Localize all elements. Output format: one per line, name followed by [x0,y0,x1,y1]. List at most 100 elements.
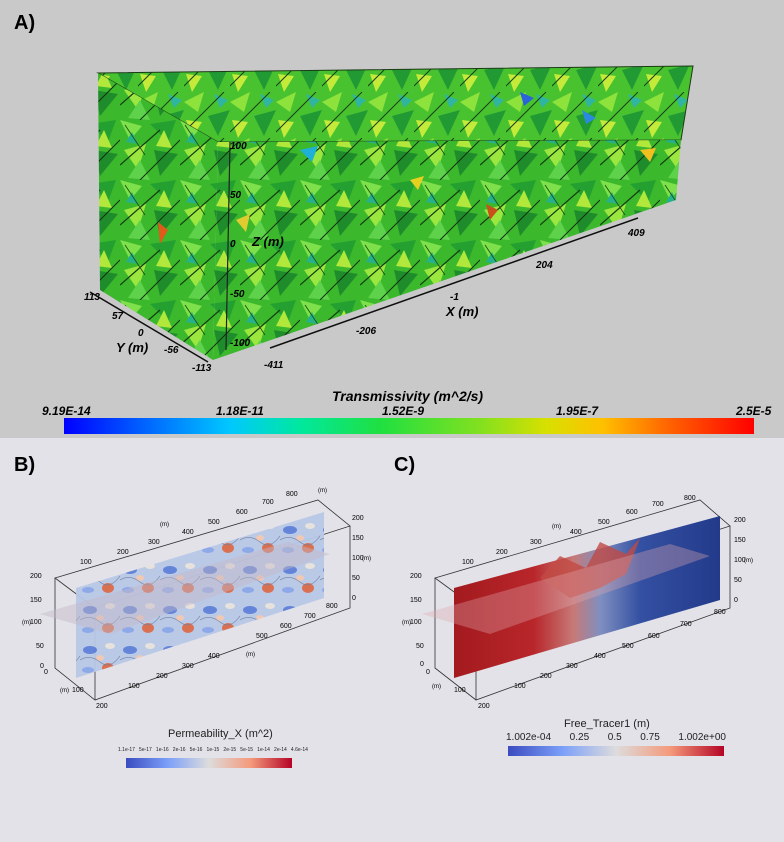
b-axis-unit: (m) [362,556,371,562]
c-right-tick: 200 [734,517,746,524]
b-axis-unit: (m) [60,688,69,694]
c-bottom-tick: 800 [714,609,726,616]
b-colorbar-tick: 1.1e-17 [118,747,135,753]
b-depth-tick: 200 [96,703,108,710]
z-tick: 100 [230,141,247,152]
x-tick: 409 [627,228,645,239]
b-bottom-tick: 700 [304,613,316,620]
b-depth-tick: 0 [44,669,48,676]
x-tick: -411 [264,360,284,371]
c-axis-unit: (m) [402,620,411,626]
c-bottom-tick: 600 [648,633,660,640]
b-left-tick: 150 [30,597,42,604]
b-bottom-tick: 300 [182,663,194,670]
b-right-tick: 200 [352,515,364,522]
b-top-tick: 400 [182,529,194,536]
panel-a-label: A) [14,12,36,34]
b-colorbar-ticks: 1.1e-17 5e-17 1e-16 2e-16 5e-16 1e-15 2e… [118,747,308,755]
b-colorbar-tick: 5e-16 [189,747,203,753]
b-colorbar-title: Permeability_X (m^2) [168,728,273,740]
b-bottom-tick: 200 [156,673,168,680]
b-left-tick: 100 [30,619,42,626]
z-axis-line [225,141,231,351]
c-top-tick: 200 [496,549,508,556]
colorbar-tick: 9.19E-14 [42,404,91,418]
transmissivity-colorbar [64,418,754,434]
c-depth-tick: 0 [426,669,430,676]
b-colorbar-tick: 5e-15 [240,747,254,753]
z-tick: 50 [230,190,242,201]
c-bottom-tick: 100 [514,683,526,690]
b-bottom-tick: 800 [326,603,338,610]
fracture-network-3d-view: 100 50 0 -50 -100 Z (m) -411 -206 -1 204… [84,65,694,374]
c-left-tick: 100 [410,619,422,626]
b-right-tick: 0 [352,595,356,602]
c-axis-unit: (m) [552,524,561,530]
colorbar-title: Transmissivity (m^2/s) [332,388,484,404]
b-bottom-tick: 500 [256,633,268,640]
panel-a: A) [0,0,784,438]
c-top-tick: 700 [652,501,664,508]
b-left-tick: 0 [40,663,44,670]
c-top-tick: 400 [570,529,582,536]
tracer-slice-horizontal [422,544,710,634]
fracture-highlight [236,214,250,232]
colorbar-tick: 2.5E-5 [736,404,772,418]
c-depth-tick: 200 [478,703,490,710]
b-axis-unit: (m) [318,488,327,494]
box-left-face [98,73,218,360]
b-colorbar-tick: 2e-15 [223,747,237,753]
b-colorbar-tick: 5e-17 [139,747,152,753]
b-right-tick: 50 [352,575,360,582]
x-axis-line [269,217,639,349]
z-tick: -100 [230,338,250,349]
y-axis-label: Y (m) [116,340,148,355]
b-top-tick: 500 [208,519,220,526]
b-top-tick: 700 [262,499,274,506]
b-colorbar-tick: 2e-16 [172,747,186,753]
fracture-highlight [410,176,424,190]
c-colorbar-tick: 0.25 [569,732,590,743]
c-colorbar-title: Free_Tracer1 (m) [564,718,650,730]
b-right-tick: 100 [352,555,364,562]
c-left-tick: 150 [410,597,422,604]
b-top-tick: 200 [117,549,129,556]
z-tick: 0 [230,239,236,250]
fracture-highlight [486,204,498,220]
b-right-tick: 150 [352,535,364,542]
b-top-tick: 600 [236,509,248,516]
fracture-highlight [158,222,168,244]
tracer-colorbar [508,746,724,756]
c-bottom-tick: 400 [594,653,606,660]
c-axis-unit: (m) [432,684,441,690]
panel-b-label: B) [14,454,36,476]
c-top-tick: 600 [626,509,638,516]
c-right-tick: 0 [734,597,738,604]
b-left-tick: 200 [30,573,42,580]
c-top-tick: 100 [462,559,474,566]
c-colorbar-tick: 0.5 [607,732,622,743]
y-axis-line [89,291,209,363]
colorbar-tick: 1.18E-11 [216,404,264,418]
colorbar-tick: 1.52E-9 [382,404,425,418]
x-axis-label: X (m) [445,304,479,319]
panels-b-c: B) C) 100 200 300 400 500 600 700 [0,438,784,842]
b-bottom-tick: 400 [208,653,220,660]
c-bottom-tick: 300 [566,663,578,670]
b-top-tick: 100 [80,559,92,566]
fracture-highlight [520,92,534,106]
permeability-slice-horizontal [40,542,330,634]
z-tick: -50 [230,289,245,300]
b-axis-unit: (m) [22,620,31,626]
c-bottom-tick: 200 [540,673,552,680]
c-left-tick: 50 [416,643,424,650]
b-colorbar-tick: 1e-15 [206,747,220,753]
b-bottom-tick: 600 [280,623,292,630]
permeability-3d-view: 100 200 300 400 500 600 700 800 (m) (m) … [22,488,371,710]
c-top-tick: 800 [684,495,696,502]
b-bottom-tick: 100 [128,683,140,690]
c-depth-tick: 100 [454,687,466,694]
b-colorbar-tick: 1e-16 [155,747,169,753]
fracture-highlight [582,110,596,124]
b-depth-tick: 100 [72,687,84,694]
